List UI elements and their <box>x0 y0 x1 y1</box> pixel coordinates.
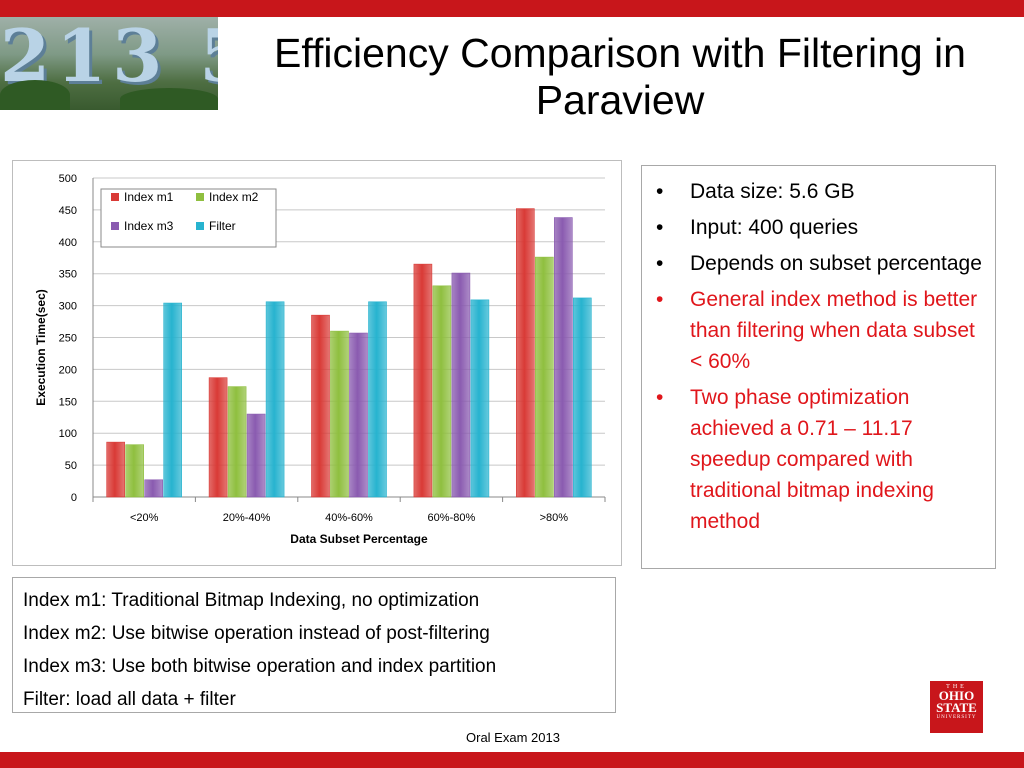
legend-line-m1: Index m1: Traditional Bitmap Indexing, n… <box>23 590 480 611</box>
bar-index-m2 <box>330 330 349 498</box>
bar-filter <box>368 301 387 498</box>
bar-index-m2 <box>432 285 452 498</box>
legend-box <box>100 188 277 248</box>
bar-index-m1 <box>208 377 228 498</box>
bullet-text: General index method is better than filt… <box>690 288 978 373</box>
logo-line: UNIVERSITY <box>936 715 977 720</box>
bullet-panel: • Data size: 5.6 GB • Input: 400 queries • De… <box>641 165 996 569</box>
legend-swatch <box>196 222 204 230</box>
bullet-text: Depends on subset percentage <box>690 252 982 275</box>
x-axis-label: Data Subset Percentage <box>290 532 428 546</box>
y-tick-label: 200 <box>59 364 77 376</box>
y-tick-label: 250 <box>59 333 77 345</box>
slide-title: Efficiency Comparison with Filtering in … <box>274 30 966 123</box>
x-tick-label: >80% <box>540 512 569 524</box>
legend-line-m3: Index m3: Use both bitwise operation and… <box>23 656 497 677</box>
bullet-dot-icon: • <box>656 252 664 275</box>
bullet-list: • Data size: 5.6 GB • Input: 400 queries • De… <box>652 176 987 537</box>
bar-chart: 0 50 100 150 200 250 300 350 400 450 500 <20% 20%-40… <box>34 173 606 546</box>
bullet-dot-icon: • <box>656 386 664 409</box>
logo-line: THE <box>946 684 967 690</box>
index-legend-panel: Index m1: Traditional Bitmap Indexing, n… <box>12 577 616 713</box>
legend-label: Index m2 <box>209 190 259 204</box>
header-photo: 213 57 <box>0 17 218 110</box>
bullet-dot-icon: • <box>656 288 664 311</box>
bullet-dot-icon: • <box>656 180 664 203</box>
photo-shrub <box>120 88 218 110</box>
bar-filter <box>470 299 490 498</box>
logo-line: STATE <box>936 700 977 715</box>
x-tick-label: <20% <box>130 512 159 524</box>
osu-logo: THE OHIO STATE UNIVERSITY <box>930 681 983 733</box>
y-axis-label: Execution Time(sec) <box>34 289 48 405</box>
bar-index-m3 <box>144 479 163 498</box>
bullet-text: Data size: 5.6 GB <box>690 180 855 203</box>
y-tick-label: 500 <box>59 173 77 185</box>
y-tick-label: 400 <box>59 237 77 249</box>
bar-index-m2 <box>125 444 144 498</box>
legend-swatch <box>196 193 204 201</box>
bullet-item: • Depends on subset percentage <box>652 248 987 279</box>
legend-swatch <box>111 193 119 201</box>
footer-text: Oral Exam 2013 <box>466 730 560 745</box>
photo-shrub <box>0 80 70 110</box>
bullet-item: • Two phase optimization achieved a 0.71 … <box>652 382 987 537</box>
bullet-dot-icon: • <box>656 216 664 239</box>
legend-label: Index m3 <box>124 219 174 233</box>
x-tick-label: 60%-80% <box>428 512 476 524</box>
bar-index-m1 <box>311 314 330 498</box>
bar-index-m1 <box>515 208 535 498</box>
bullet-item: • Data size: 5.6 GB <box>652 176 987 207</box>
bar-index-m1 <box>106 441 125 498</box>
logo-line: OHIO <box>938 688 975 703</box>
y-tick-label: 350 <box>59 269 77 281</box>
y-tick-label: 150 <box>59 396 77 408</box>
legend-line-filter: Filter: load all data + filter <box>23 689 236 710</box>
bar-index-m1 <box>413 263 433 498</box>
legend-swatch <box>111 222 119 230</box>
bullet-item: • General index method is better than fil… <box>652 284 987 377</box>
bar-index-m3 <box>349 332 368 498</box>
top-red-bar <box>0 0 1024 17</box>
bar-index-m3 <box>246 413 266 498</box>
x-tick-label: 20%-40% <box>223 512 271 524</box>
bullet-text: Input: 400 queries <box>690 216 859 239</box>
bar-index-m2 <box>534 256 554 498</box>
chart-panel: 0 50 100 150 200 250 300 350 400 450 500 <20% 20%-40… <box>12 160 622 566</box>
bar-filter <box>572 297 592 498</box>
y-tick-label: 0 <box>71 492 77 504</box>
bar-filter <box>163 302 182 498</box>
y-tick-label: 50 <box>65 460 77 472</box>
bullet-text: Two phase optimization achieved a 0.71 –… <box>690 386 934 533</box>
bar-index-m3 <box>553 217 573 498</box>
legend-label: Filter <box>209 219 236 233</box>
bottom-red-bar <box>0 752 1024 768</box>
bullet-item: • Input: 400 queries <box>652 212 987 243</box>
y-tick-label: 100 <box>59 428 77 440</box>
y-tick-label: 300 <box>59 301 77 313</box>
bar-index-m3 <box>451 272 471 498</box>
y-tick-label: 450 <box>59 205 77 217</box>
bar-index-m2 <box>227 386 247 498</box>
legend-line-m2: Index m2: Use bitwise operation instead … <box>23 623 490 644</box>
legend-label: Index m1 <box>124 190 174 204</box>
x-tick-label: 40%-60% <box>325 512 373 524</box>
bar-filter <box>265 301 285 498</box>
